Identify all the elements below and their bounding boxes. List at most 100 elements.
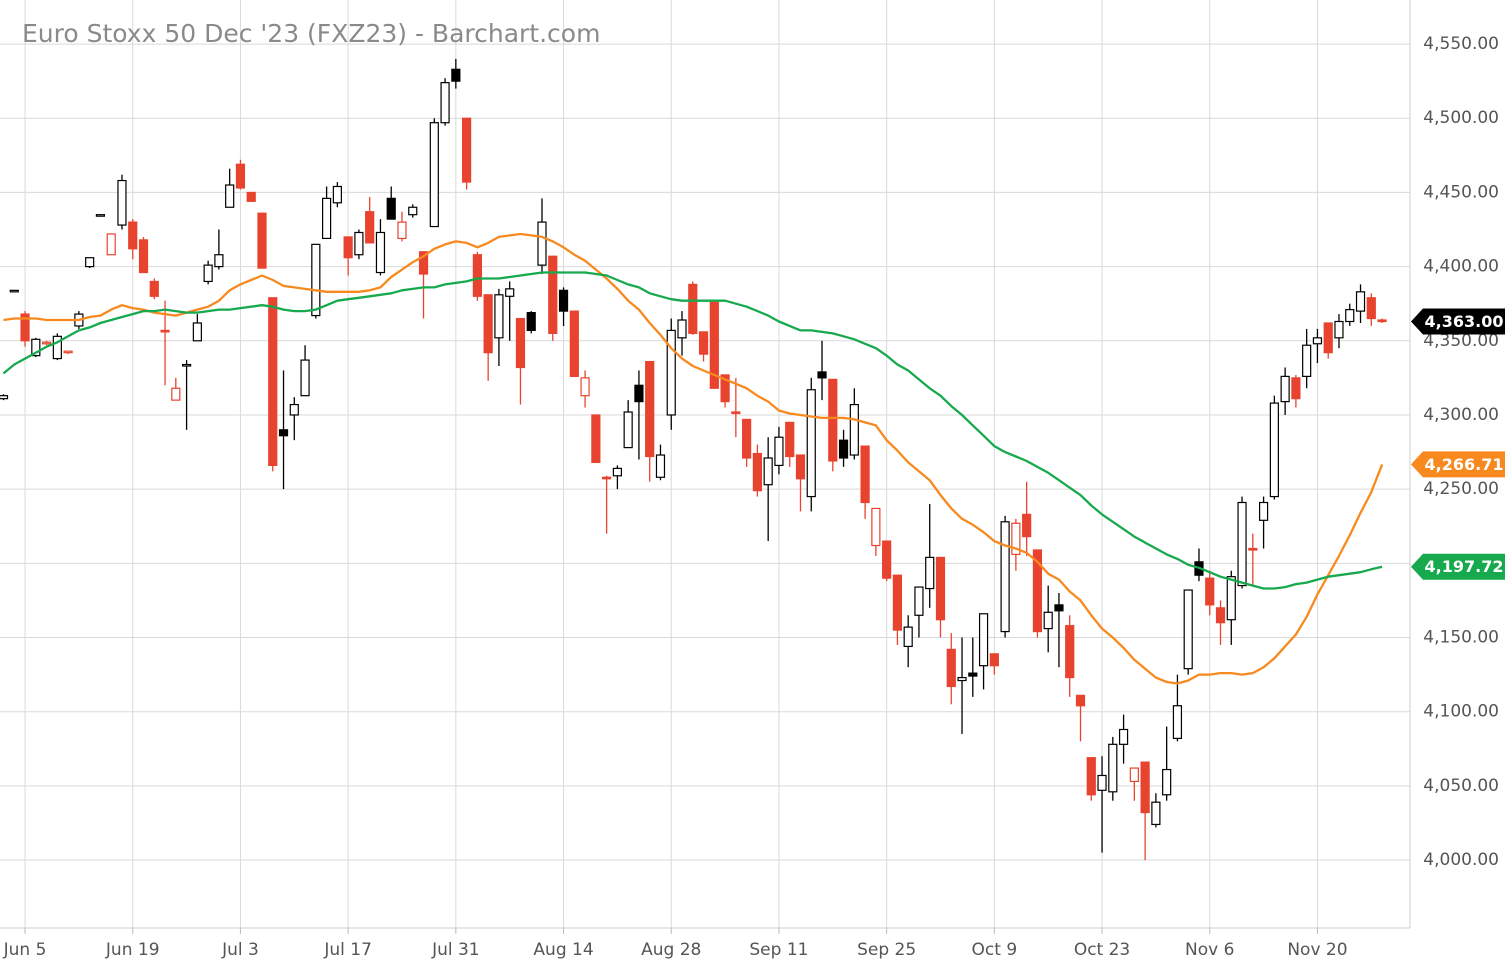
candle-body bbox=[1108, 743, 1118, 793]
candle-body bbox=[128, 221, 138, 250]
candle-body bbox=[806, 389, 816, 498]
candle-body bbox=[1162, 768, 1172, 796]
candle-body bbox=[149, 280, 159, 297]
candle-body bbox=[871, 507, 881, 547]
candle-body bbox=[365, 211, 375, 244]
candle-body bbox=[106, 233, 116, 256]
candle-body bbox=[472, 254, 482, 297]
y-tick-label: 4,400.00 bbox=[1423, 257, 1499, 277]
x-tick-label: Sep 11 bbox=[749, 940, 808, 960]
candle-body bbox=[0, 395, 9, 400]
candle-body bbox=[688, 283, 698, 334]
candle-body bbox=[1172, 705, 1183, 739]
candle-body bbox=[849, 403, 859, 456]
candle-body bbox=[1054, 604, 1064, 612]
price-tag-label: 4,197.72 bbox=[1425, 557, 1504, 576]
y-tick-label: 4,050.00 bbox=[1423, 776, 1499, 796]
candle-body bbox=[720, 374, 730, 403]
candle-body bbox=[85, 257, 95, 268]
x-tick-label: Nov 6 bbox=[1185, 940, 1234, 960]
candle-body bbox=[397, 221, 407, 240]
candle-body bbox=[160, 329, 170, 333]
candle-body bbox=[1355, 291, 1366, 312]
candle-body bbox=[698, 331, 709, 355]
candle-body bbox=[418, 251, 429, 275]
candle-body bbox=[935, 556, 946, 621]
candle-body bbox=[117, 179, 127, 226]
candle-body bbox=[731, 411, 741, 415]
candle-body bbox=[1269, 402, 1279, 498]
candle-body bbox=[278, 429, 289, 437]
candle-body bbox=[569, 310, 579, 377]
candle-body bbox=[763, 457, 773, 486]
candle-body bbox=[828, 378, 838, 462]
candle-body bbox=[494, 294, 504, 339]
candle-body bbox=[925, 556, 935, 590]
candle-body bbox=[591, 414, 601, 464]
moving-average-line bbox=[3, 232, 1384, 685]
candle-body bbox=[440, 82, 450, 124]
candle-body bbox=[225, 184, 235, 208]
x-tick-label: Jul 17 bbox=[323, 940, 372, 960]
candle-body bbox=[914, 586, 924, 616]
candle-body bbox=[1183, 589, 1193, 670]
candle-body bbox=[1366, 297, 1376, 320]
candle-body bbox=[946, 648, 956, 688]
candle-body bbox=[1312, 337, 1323, 345]
candle-body bbox=[785, 421, 795, 458]
candle-body bbox=[1118, 728, 1129, 745]
candle-body bbox=[322, 197, 332, 240]
x-tick-label: Aug 28 bbox=[641, 940, 701, 960]
candle-body bbox=[1215, 607, 1226, 624]
candle-body bbox=[1032, 549, 1043, 633]
grid-layer bbox=[0, 0, 1410, 928]
marks-layer bbox=[0, 58, 1387, 861]
candle-body bbox=[181, 363, 192, 367]
candle-body bbox=[742, 418, 752, 459]
y-tick-label: 4,150.00 bbox=[1423, 628, 1499, 648]
candle-body bbox=[95, 214, 106, 217]
x-tick-label: Jul 31 bbox=[431, 940, 480, 960]
candle-body bbox=[1334, 320, 1344, 339]
candle-body bbox=[1086, 757, 1096, 796]
y-tick-label: 4,250.00 bbox=[1423, 479, 1499, 499]
candle-body bbox=[677, 319, 687, 339]
candle-body bbox=[1248, 547, 1258, 551]
candle-body bbox=[1226, 576, 1236, 621]
candle-body bbox=[300, 359, 310, 397]
candle-body bbox=[1022, 513, 1032, 538]
candle-body bbox=[429, 122, 439, 228]
candle-body bbox=[537, 221, 547, 266]
candle-body bbox=[1097, 774, 1107, 791]
y-tick-label: 4,000.00 bbox=[1423, 850, 1499, 870]
candle-body bbox=[526, 311, 536, 332]
candle-body bbox=[666, 329, 676, 416]
y-tick-label: 4,100.00 bbox=[1423, 702, 1499, 722]
candle-body bbox=[968, 672, 978, 677]
candle-body bbox=[1075, 694, 1086, 707]
candle-body bbox=[192, 322, 202, 342]
candle-body bbox=[451, 68, 461, 82]
x-tick-label: Sep 25 bbox=[857, 940, 916, 960]
price-tag-label: 4,266.71 bbox=[1425, 455, 1504, 474]
candle-body bbox=[623, 411, 633, 449]
y-tick-label: 4,450.00 bbox=[1423, 182, 1499, 202]
candle-body bbox=[52, 335, 62, 360]
candle-body bbox=[612, 467, 622, 477]
candle-body bbox=[203, 264, 213, 283]
candle-body bbox=[343, 236, 353, 259]
candle-body bbox=[1291, 377, 1301, 400]
candle-body bbox=[1237, 501, 1247, 587]
x-tick-label: Oct 9 bbox=[972, 940, 1018, 960]
x-tick-label: Jul 3 bbox=[221, 940, 259, 960]
candle-body bbox=[375, 231, 386, 274]
candle-body bbox=[1000, 521, 1010, 633]
candle-body bbox=[41, 341, 52, 345]
price-tag-label: 4,363.00 bbox=[1425, 312, 1504, 331]
candle-body bbox=[483, 294, 493, 354]
candle-body bbox=[289, 403, 299, 416]
candle-body bbox=[31, 338, 41, 357]
candle-body bbox=[548, 255, 558, 334]
candle-body bbox=[268, 297, 278, 467]
candle-body bbox=[515, 317, 526, 369]
